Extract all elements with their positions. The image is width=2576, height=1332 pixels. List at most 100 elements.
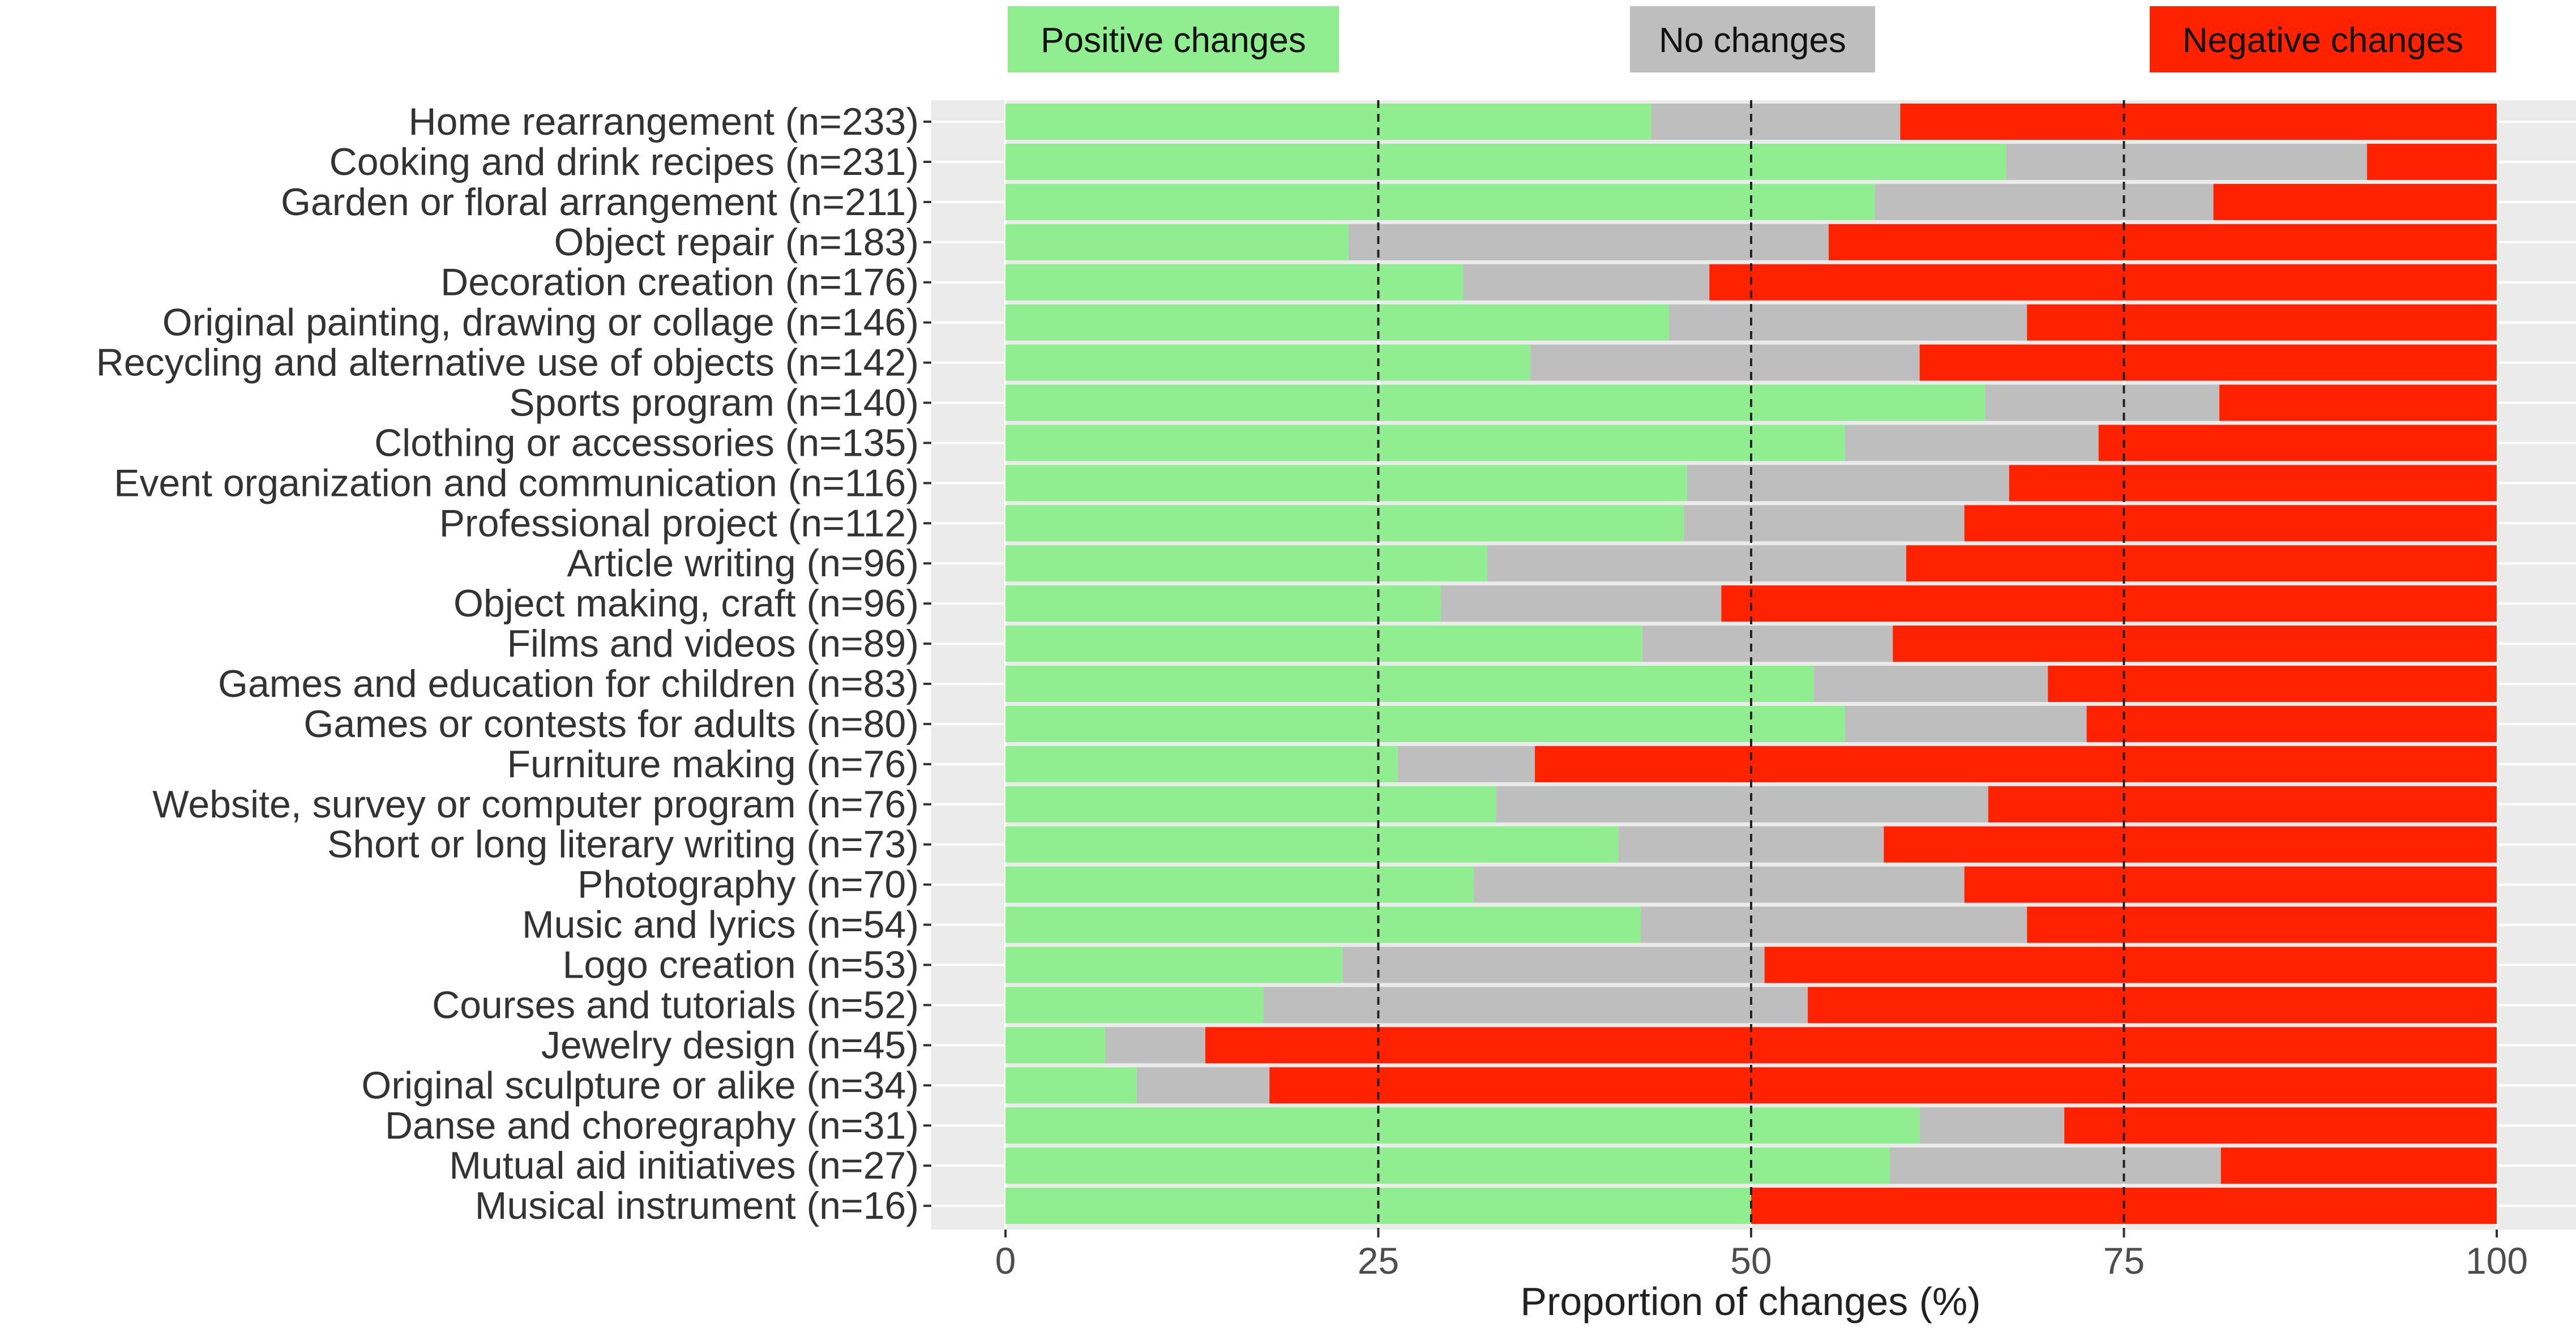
bar-none-changes bbox=[1474, 866, 1965, 903]
bar-negative-changes bbox=[2064, 1107, 2497, 1144]
bar-none-changes bbox=[1487, 545, 1906, 582]
bar-positive-changes bbox=[1005, 465, 1687, 502]
bar-negative-changes bbox=[1205, 1027, 2497, 1064]
bar-negative-changes bbox=[2219, 384, 2497, 421]
legend-swatch bbox=[1008, 6, 1339, 72]
category-label: Courses and tutorials (n=52) bbox=[432, 983, 919, 1026]
bar-none-changes bbox=[1889, 1147, 2221, 1184]
bar-none-changes bbox=[1641, 906, 2027, 943]
bar-none-changes bbox=[1463, 264, 1710, 301]
bar-negative-changes bbox=[1884, 826, 2497, 863]
legend-label: No changes bbox=[1659, 21, 1846, 60]
bar-negative-changes bbox=[1919, 344, 2497, 381]
bar-positive-changes bbox=[1005, 1107, 1920, 1144]
category-label: Mutual aid initiatives (n=27) bbox=[449, 1144, 919, 1187]
category-label: Musical instrument (n=16) bbox=[475, 1184, 919, 1227]
x-tick-label: 50 bbox=[1730, 1240, 1771, 1282]
bar-negative-changes bbox=[1900, 104, 2497, 140]
bar-none-changes bbox=[1105, 1027, 1205, 1064]
category-label: Logo creation (n=53) bbox=[563, 944, 919, 987]
bar-negative-changes bbox=[2098, 425, 2497, 461]
bar-none-changes bbox=[1136, 1067, 1270, 1104]
bar-negative-changes bbox=[2367, 143, 2497, 180]
bar-positive-changes bbox=[1005, 425, 1845, 461]
legend-swatch bbox=[1630, 6, 1875, 72]
category-label: Decoration creation (n=176) bbox=[440, 261, 919, 304]
bar-none-changes bbox=[1342, 946, 1765, 983]
bar-positive-changes bbox=[1005, 585, 1441, 622]
bar-negative-changes bbox=[2027, 304, 2497, 341]
bar-none-changes bbox=[1642, 626, 1893, 662]
bar-none-changes bbox=[1348, 224, 1829, 260]
category-label: Sports program (n=140) bbox=[509, 382, 919, 425]
category-label: Photography (n=70) bbox=[577, 863, 919, 906]
bar-none-changes bbox=[1651, 104, 1901, 140]
bar-none-changes bbox=[1845, 705, 2087, 742]
bar-negative-changes bbox=[1764, 946, 2497, 983]
bar-positive-changes bbox=[1005, 304, 1670, 341]
legend-swatch bbox=[2150, 6, 2496, 72]
bar-negative-changes bbox=[2027, 906, 2497, 943]
category-label: Films and videos (n=89) bbox=[507, 622, 919, 665]
category-label: Garden or floral arrangement (n=211) bbox=[281, 181, 919, 224]
bar-negative-changes bbox=[2220, 1147, 2497, 1184]
bar-negative-changes bbox=[1721, 585, 2497, 622]
category-label: Object repair (n=183) bbox=[554, 221, 919, 264]
bar-none-changes bbox=[1263, 987, 1808, 1023]
bar-negative-changes bbox=[2009, 465, 2497, 502]
category-label: Article writing (n=96) bbox=[567, 542, 919, 585]
bar-none-changes bbox=[1618, 826, 1884, 863]
bar-negative-changes bbox=[2086, 705, 2497, 742]
bar-positive-changes bbox=[1005, 143, 2006, 180]
bar-negative-changes bbox=[1906, 545, 2497, 582]
bar-positive-changes bbox=[1005, 104, 1651, 140]
bar-negative-changes bbox=[1964, 505, 2497, 542]
bar-none-changes bbox=[1985, 384, 2220, 421]
bar-positive-changes bbox=[1005, 1067, 1137, 1104]
bar-none-changes bbox=[1813, 666, 2048, 703]
bar-positive-changes bbox=[1005, 626, 1642, 662]
category-label: Event organization and communication (n=… bbox=[114, 461, 919, 504]
bar-positive-changes bbox=[1005, 224, 1349, 260]
bar-negative-changes bbox=[2213, 183, 2497, 220]
bar-none-changes bbox=[1669, 304, 2027, 341]
bar-negative-changes bbox=[1269, 1067, 2497, 1104]
bar-negative-changes bbox=[1709, 264, 2497, 301]
bar-positive-changes bbox=[1005, 1147, 1890, 1184]
bar-none-changes bbox=[2006, 143, 2367, 180]
bar-none-changes bbox=[1875, 183, 2214, 220]
bar-positive-changes bbox=[1005, 826, 1619, 863]
category-label: Object making, craft (n=96) bbox=[453, 582, 919, 625]
bar-none-changes bbox=[1496, 786, 1988, 823]
bar-negative-changes bbox=[1808, 987, 2497, 1023]
bar-positive-changes bbox=[1005, 384, 1986, 421]
bar-positive-changes bbox=[1005, 987, 1264, 1023]
bar-positive-changes bbox=[1005, 786, 1496, 823]
bar-positive-changes bbox=[1005, 545, 1487, 582]
bar-negative-changes bbox=[1828, 224, 2497, 260]
bar-positive-changes bbox=[1005, 666, 1814, 703]
category-label: Furniture making (n=76) bbox=[507, 743, 919, 786]
category-label: Professional project (n=112) bbox=[439, 502, 919, 545]
bar-positive-changes bbox=[1005, 264, 1464, 301]
category-label: Games or contests for adults (n=80) bbox=[303, 703, 919, 746]
x-tick-label: 25 bbox=[1358, 1240, 1399, 1282]
bar-none-changes bbox=[1845, 425, 2099, 461]
category-label: Jewelry design (n=45) bbox=[541, 1023, 919, 1067]
x-tick-label: 0 bbox=[995, 1240, 1016, 1282]
bar-positive-changes bbox=[1005, 866, 1474, 903]
bar-none-changes bbox=[1397, 746, 1535, 782]
bar-none-changes bbox=[1919, 1107, 2065, 1144]
bar-negative-changes bbox=[1988, 786, 2497, 823]
category-label: Website, survey or computer program (n=7… bbox=[152, 783, 919, 826]
bar-positive-changes bbox=[1005, 505, 1684, 542]
bar-none-changes bbox=[1684, 505, 1965, 542]
bar-negative-changes bbox=[1893, 626, 2497, 662]
bar-negative-changes bbox=[1535, 746, 2497, 782]
bar-none-changes bbox=[1530, 344, 1920, 381]
legend-label: Positive changes bbox=[1041, 21, 1306, 60]
bar-positive-changes bbox=[1005, 906, 1641, 943]
category-label: Danse and choregraphy (n=31) bbox=[385, 1104, 919, 1147]
bar-negative-changes bbox=[2048, 666, 2497, 703]
